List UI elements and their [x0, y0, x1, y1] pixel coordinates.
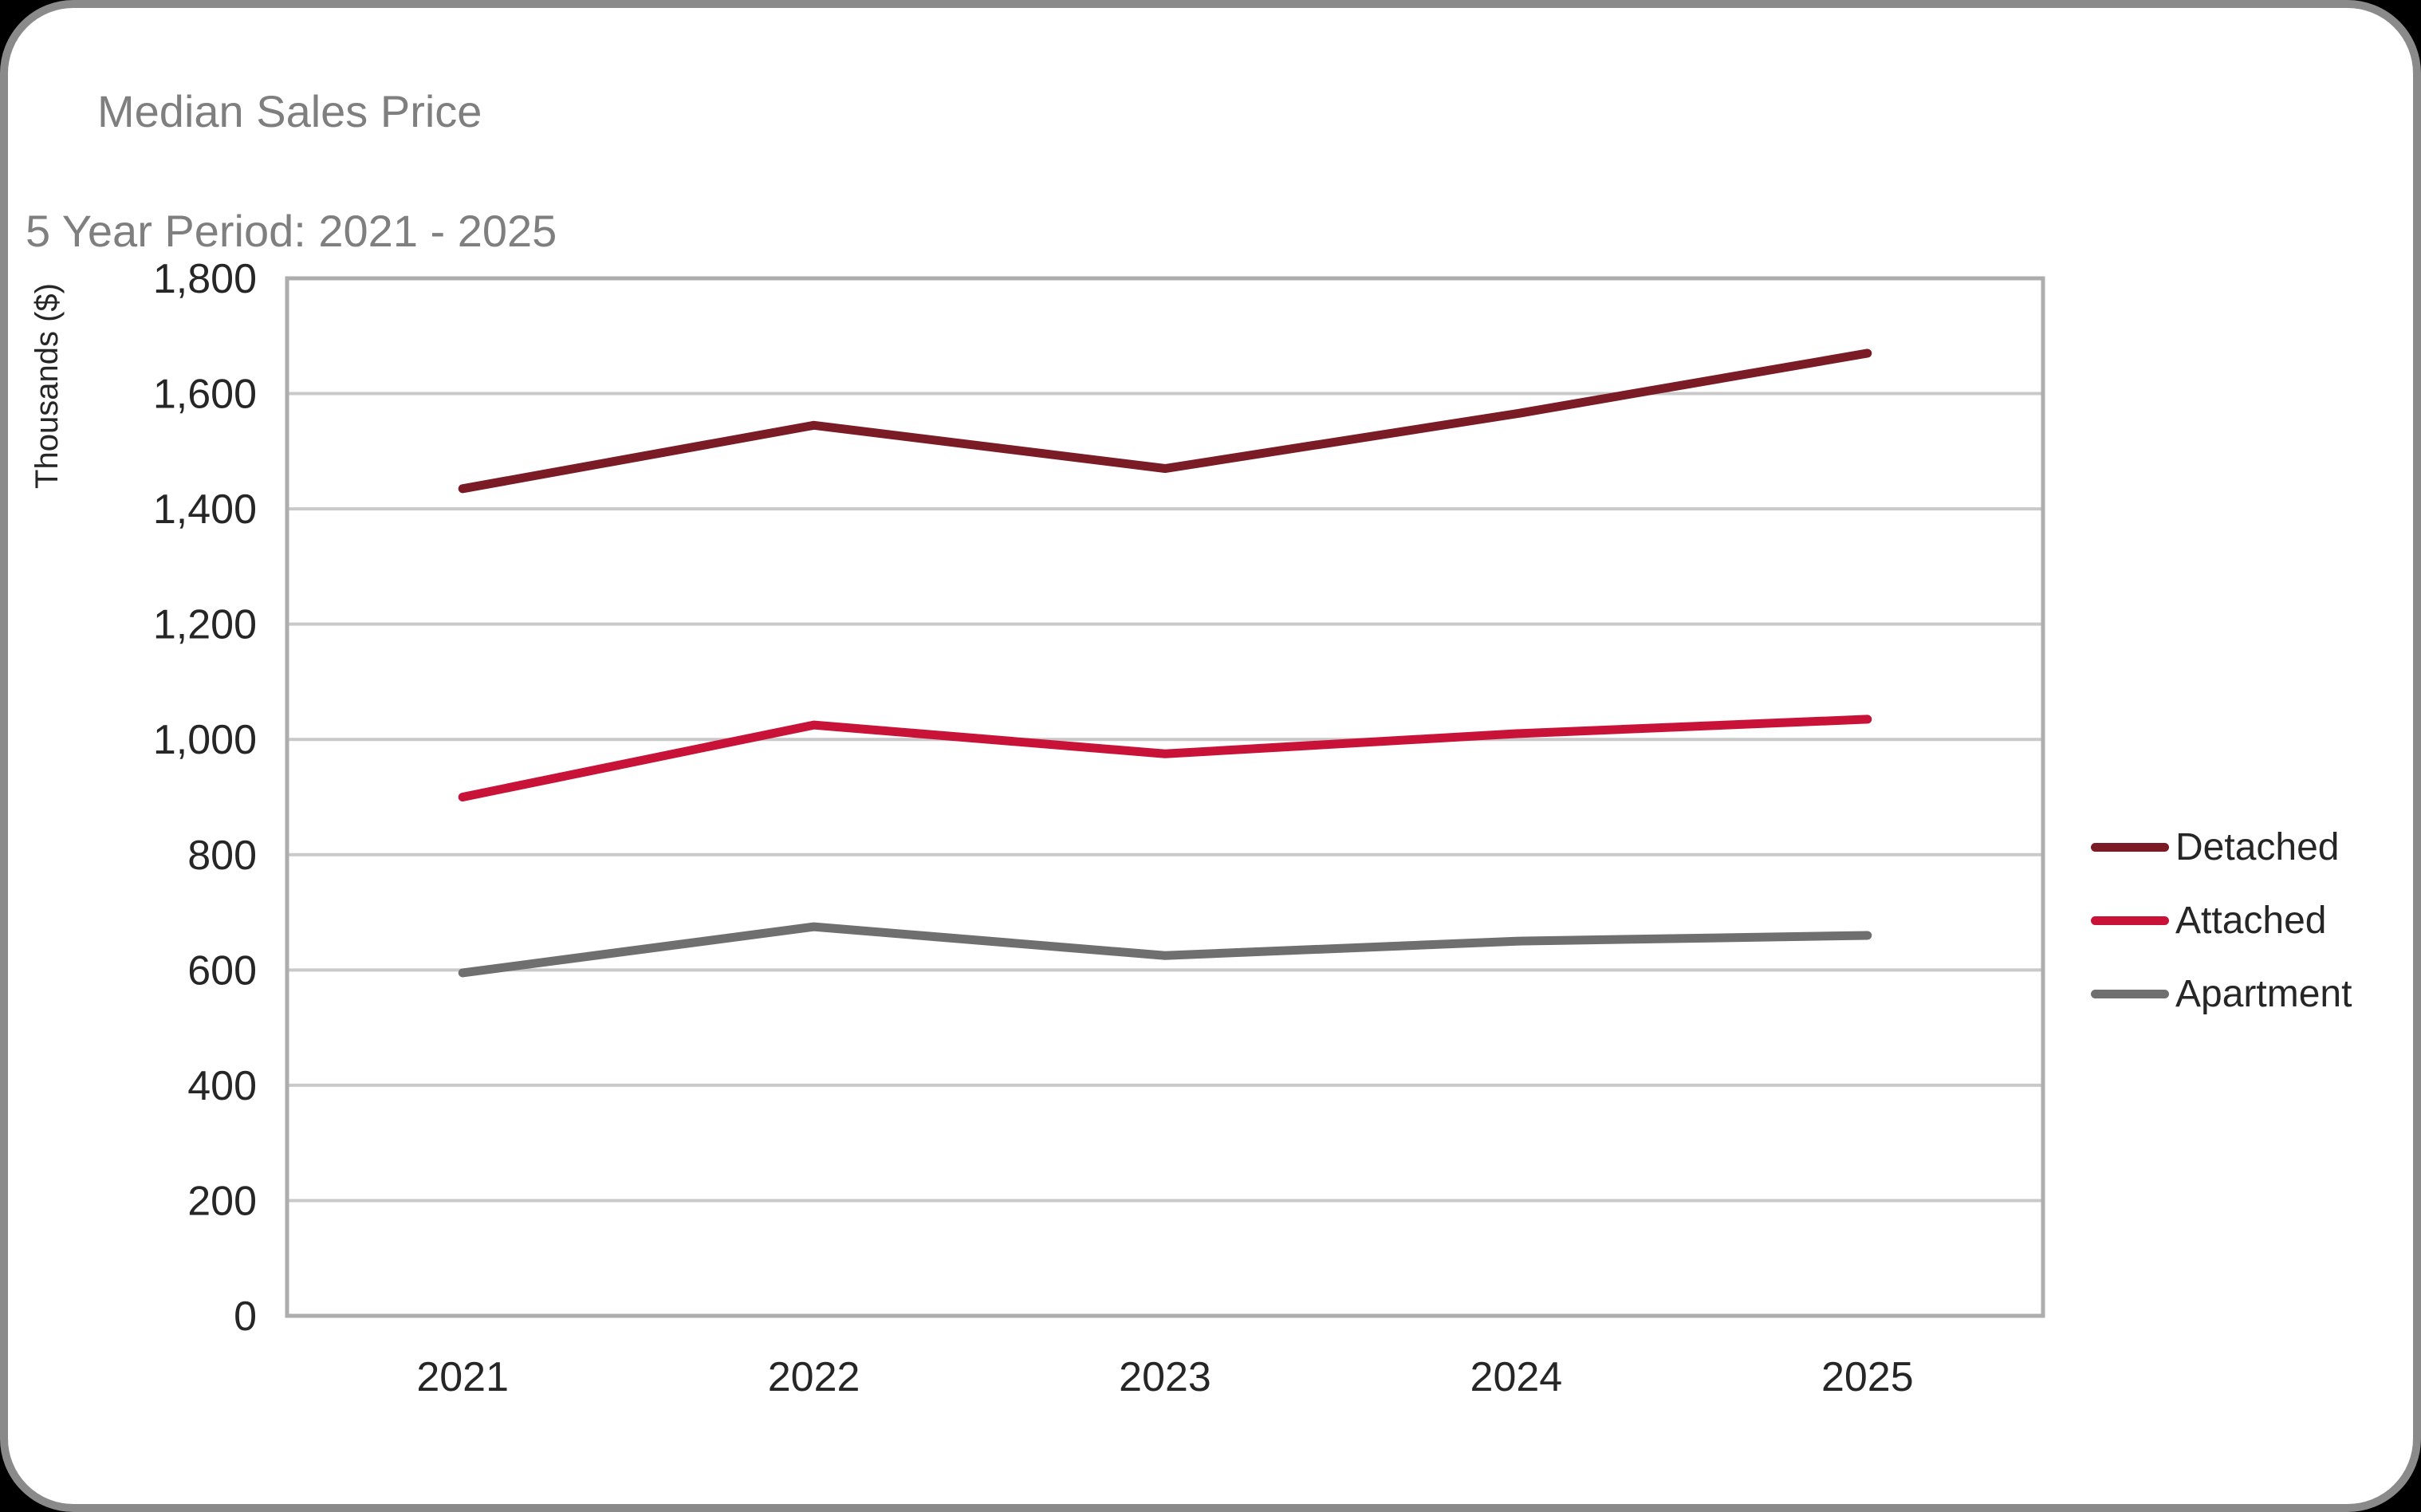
series-line-apartment — [458, 922, 1872, 978]
y-tick-label: 1,000 — [153, 717, 257, 763]
legend-label-detached: Detached — [2175, 825, 2340, 868]
y-tick-label: 200 — [187, 1178, 257, 1224]
y-tick-label: 0 — [234, 1293, 257, 1340]
plot-border — [285, 276, 2045, 1318]
chart-subtitle: 5 Year Period: 2021 - 2025 — [26, 206, 557, 256]
legend-label-apartment: Apartment — [2175, 972, 2352, 1015]
line-chart-plot: 0 200 400 600 800 1,000 1,200 1,400 1,600 1,800 20… — [30, 256, 2045, 1400]
legend: Detached Attached Apartment — [2091, 810, 2352, 1030]
legend-item-apartment: Apartment — [2091, 957, 2352, 1030]
series-line-detached — [458, 348, 1872, 494]
legend-label-attached: Attached — [2175, 899, 2327, 942]
legend-swatch-attached-icon — [2091, 915, 2169, 925]
x-tick-label: 2025 — [1821, 1354, 1914, 1400]
y-tick-label: 400 — [187, 1063, 257, 1109]
x-tick-label: 2024 — [1470, 1354, 1563, 1400]
y-tick-label: 1,800 — [153, 256, 257, 302]
legend-swatch-apartment-icon — [2091, 989, 2169, 998]
y-axis-title: Thousands ($) — [30, 283, 65, 489]
y-tick-label: 1,200 — [153, 602, 257, 648]
y-tick-label: 1,600 — [153, 372, 257, 418]
legend-swatch-detached-icon — [2091, 842, 2169, 852]
y-tick-label: 600 — [187, 947, 257, 994]
x-tick-label: 2022 — [768, 1354, 860, 1400]
series-line-attached — [458, 715, 1872, 801]
y-tick-label: 800 — [187, 833, 257, 879]
y-tick-label: 1,400 — [153, 486, 257, 533]
legend-item-attached: Attached — [2091, 884, 2352, 957]
legend-item-detached: Detached — [2091, 810, 2352, 884]
x-tick-label: 2023 — [1119, 1354, 1211, 1400]
x-tick-label: 2021 — [416, 1354, 509, 1400]
chart-title: Median Sales Price — [97, 86, 482, 136]
